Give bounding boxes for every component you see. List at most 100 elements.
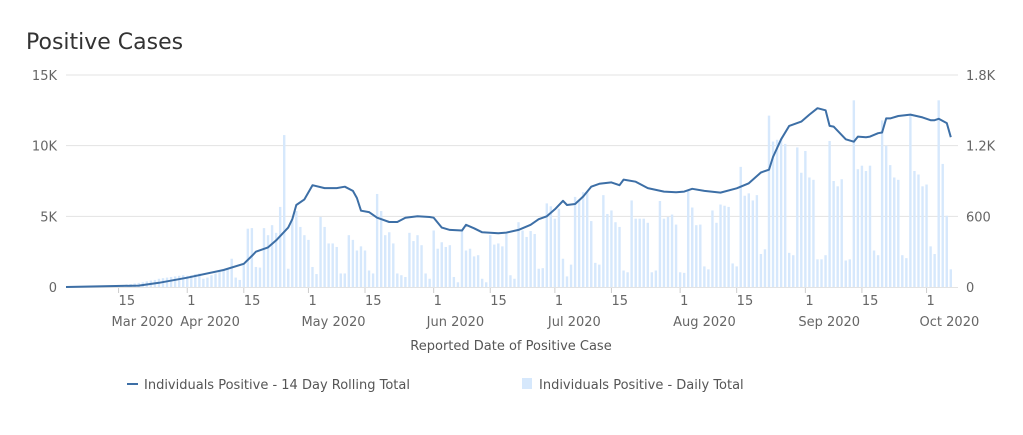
legend-item-daily-total[interactable]: Individuals Positive - Daily Total [522,378,744,393]
daily-total-bar [509,275,512,287]
daily-total-bar [384,235,387,287]
daily-total-bar [182,275,185,287]
daily-total-bar [868,165,872,287]
daily-total-bar [525,236,528,287]
x-month-label: Oct 2020 [920,315,980,330]
daily-total-bar [808,177,811,287]
daily-total-bar [630,200,633,287]
daily-total-bar [654,270,658,287]
daily-total-bar [824,255,827,287]
daily-total-bar [493,244,496,287]
x-month-label: May 2020 [301,315,365,330]
daily-total-bar [759,254,763,287]
daily-total-bar [602,195,605,287]
daily-total-bar [792,255,795,287]
daily-total-bar [396,273,399,287]
daily-total-bar [436,248,439,287]
daily-total-bar [295,211,298,287]
daily-total-bar [315,274,318,287]
daily-total-bar [872,250,876,287]
daily-total-bar [719,204,722,287]
daily-total-bar [234,277,237,287]
daily-total-bar [444,246,447,287]
daily-total-bar [440,242,443,287]
daily-total-bar [375,193,379,287]
left-y-tick-label: 5K [40,210,57,225]
daily-total-bar [307,239,310,287]
daily-total-bar [533,234,536,287]
daily-total-bar [287,268,290,287]
x-tick-label: 15 [119,294,136,309]
daily-total-bar [642,218,645,287]
daily-total-bar [335,246,338,287]
daily-total-bar [893,177,896,287]
daily-total-bar [816,259,819,287]
daily-total-bar [242,263,245,287]
daily-total-bar [190,275,193,287]
daily-total-bar [177,275,181,287]
x-month-label: Apr 2020 [180,315,240,330]
daily-total-bar [707,269,710,287]
daily-total-bar [909,113,912,287]
x-tick-label: 1 [680,294,688,309]
daily-total-bar [497,243,500,287]
daily-total-bar [840,179,843,287]
daily-total-bar [771,141,775,287]
daily-total-bar [884,145,888,287]
daily-total-bar [173,276,177,287]
daily-total-bar [388,232,391,287]
daily-total-bar [618,226,621,287]
daily-total-bar [274,232,278,287]
daily-total-bar [489,235,492,287]
daily-total-bar [586,192,589,287]
daily-total-bar [428,278,431,287]
daily-total-bar [662,218,666,287]
daily-total-bar [703,266,706,287]
daily-total-bar [622,270,625,287]
daily-total-bar [404,276,407,287]
daily-total-bar [258,267,262,287]
daily-total-bar [860,165,864,287]
x-tick-label: 1 [927,294,935,309]
daily-total-bar [400,275,403,287]
daily-total-bar [517,222,520,287]
daily-total-bar [723,205,726,287]
daily-total-bar [206,277,209,287]
daily-total-bar [856,169,860,287]
daily-total-bar [594,262,597,287]
daily-total-bar [468,248,472,287]
daily-total-bar [897,179,900,287]
daily-total-bar [775,139,779,287]
daily-total-bar [812,179,815,287]
daily-total-bar [767,115,771,287]
daily-total-bar [250,228,254,287]
daily-total-bar [198,273,201,287]
daily-total-bar [783,143,787,287]
daily-total-bar [610,210,613,287]
daily-total-bar [464,250,468,287]
legend-item-rolling-total[interactable]: Individuals Positive - 14 Day Rolling To… [127,378,410,393]
x-tick-label: 1 [555,294,563,309]
daily-total-bar [355,250,359,287]
daily-total-bar [751,200,755,287]
right-y-tick-label: 0 [966,281,974,296]
x-tick-label: 1 [805,294,813,309]
daily-total-bar [169,276,173,287]
daily-total-bars [72,100,952,287]
x-tick-label: 15 [244,294,261,309]
daily-total-bar [937,100,940,287]
daily-total-bar [238,279,241,287]
daily-total-bar [323,226,326,287]
right-y-tick-label: 1.2K [966,140,996,155]
daily-total-bar [889,165,892,287]
daily-total-bar [262,228,266,287]
x-tick-label: 15 [737,294,754,309]
daily-total-bar [521,230,524,287]
daily-total-bar [581,192,585,287]
daily-total-bar [614,222,617,287]
legend-label-daily-total: Individuals Positive - Daily Total [539,378,744,393]
x-tick-label: 15 [365,294,382,309]
daily-total-bar [739,166,742,287]
daily-total-bar [561,258,565,287]
